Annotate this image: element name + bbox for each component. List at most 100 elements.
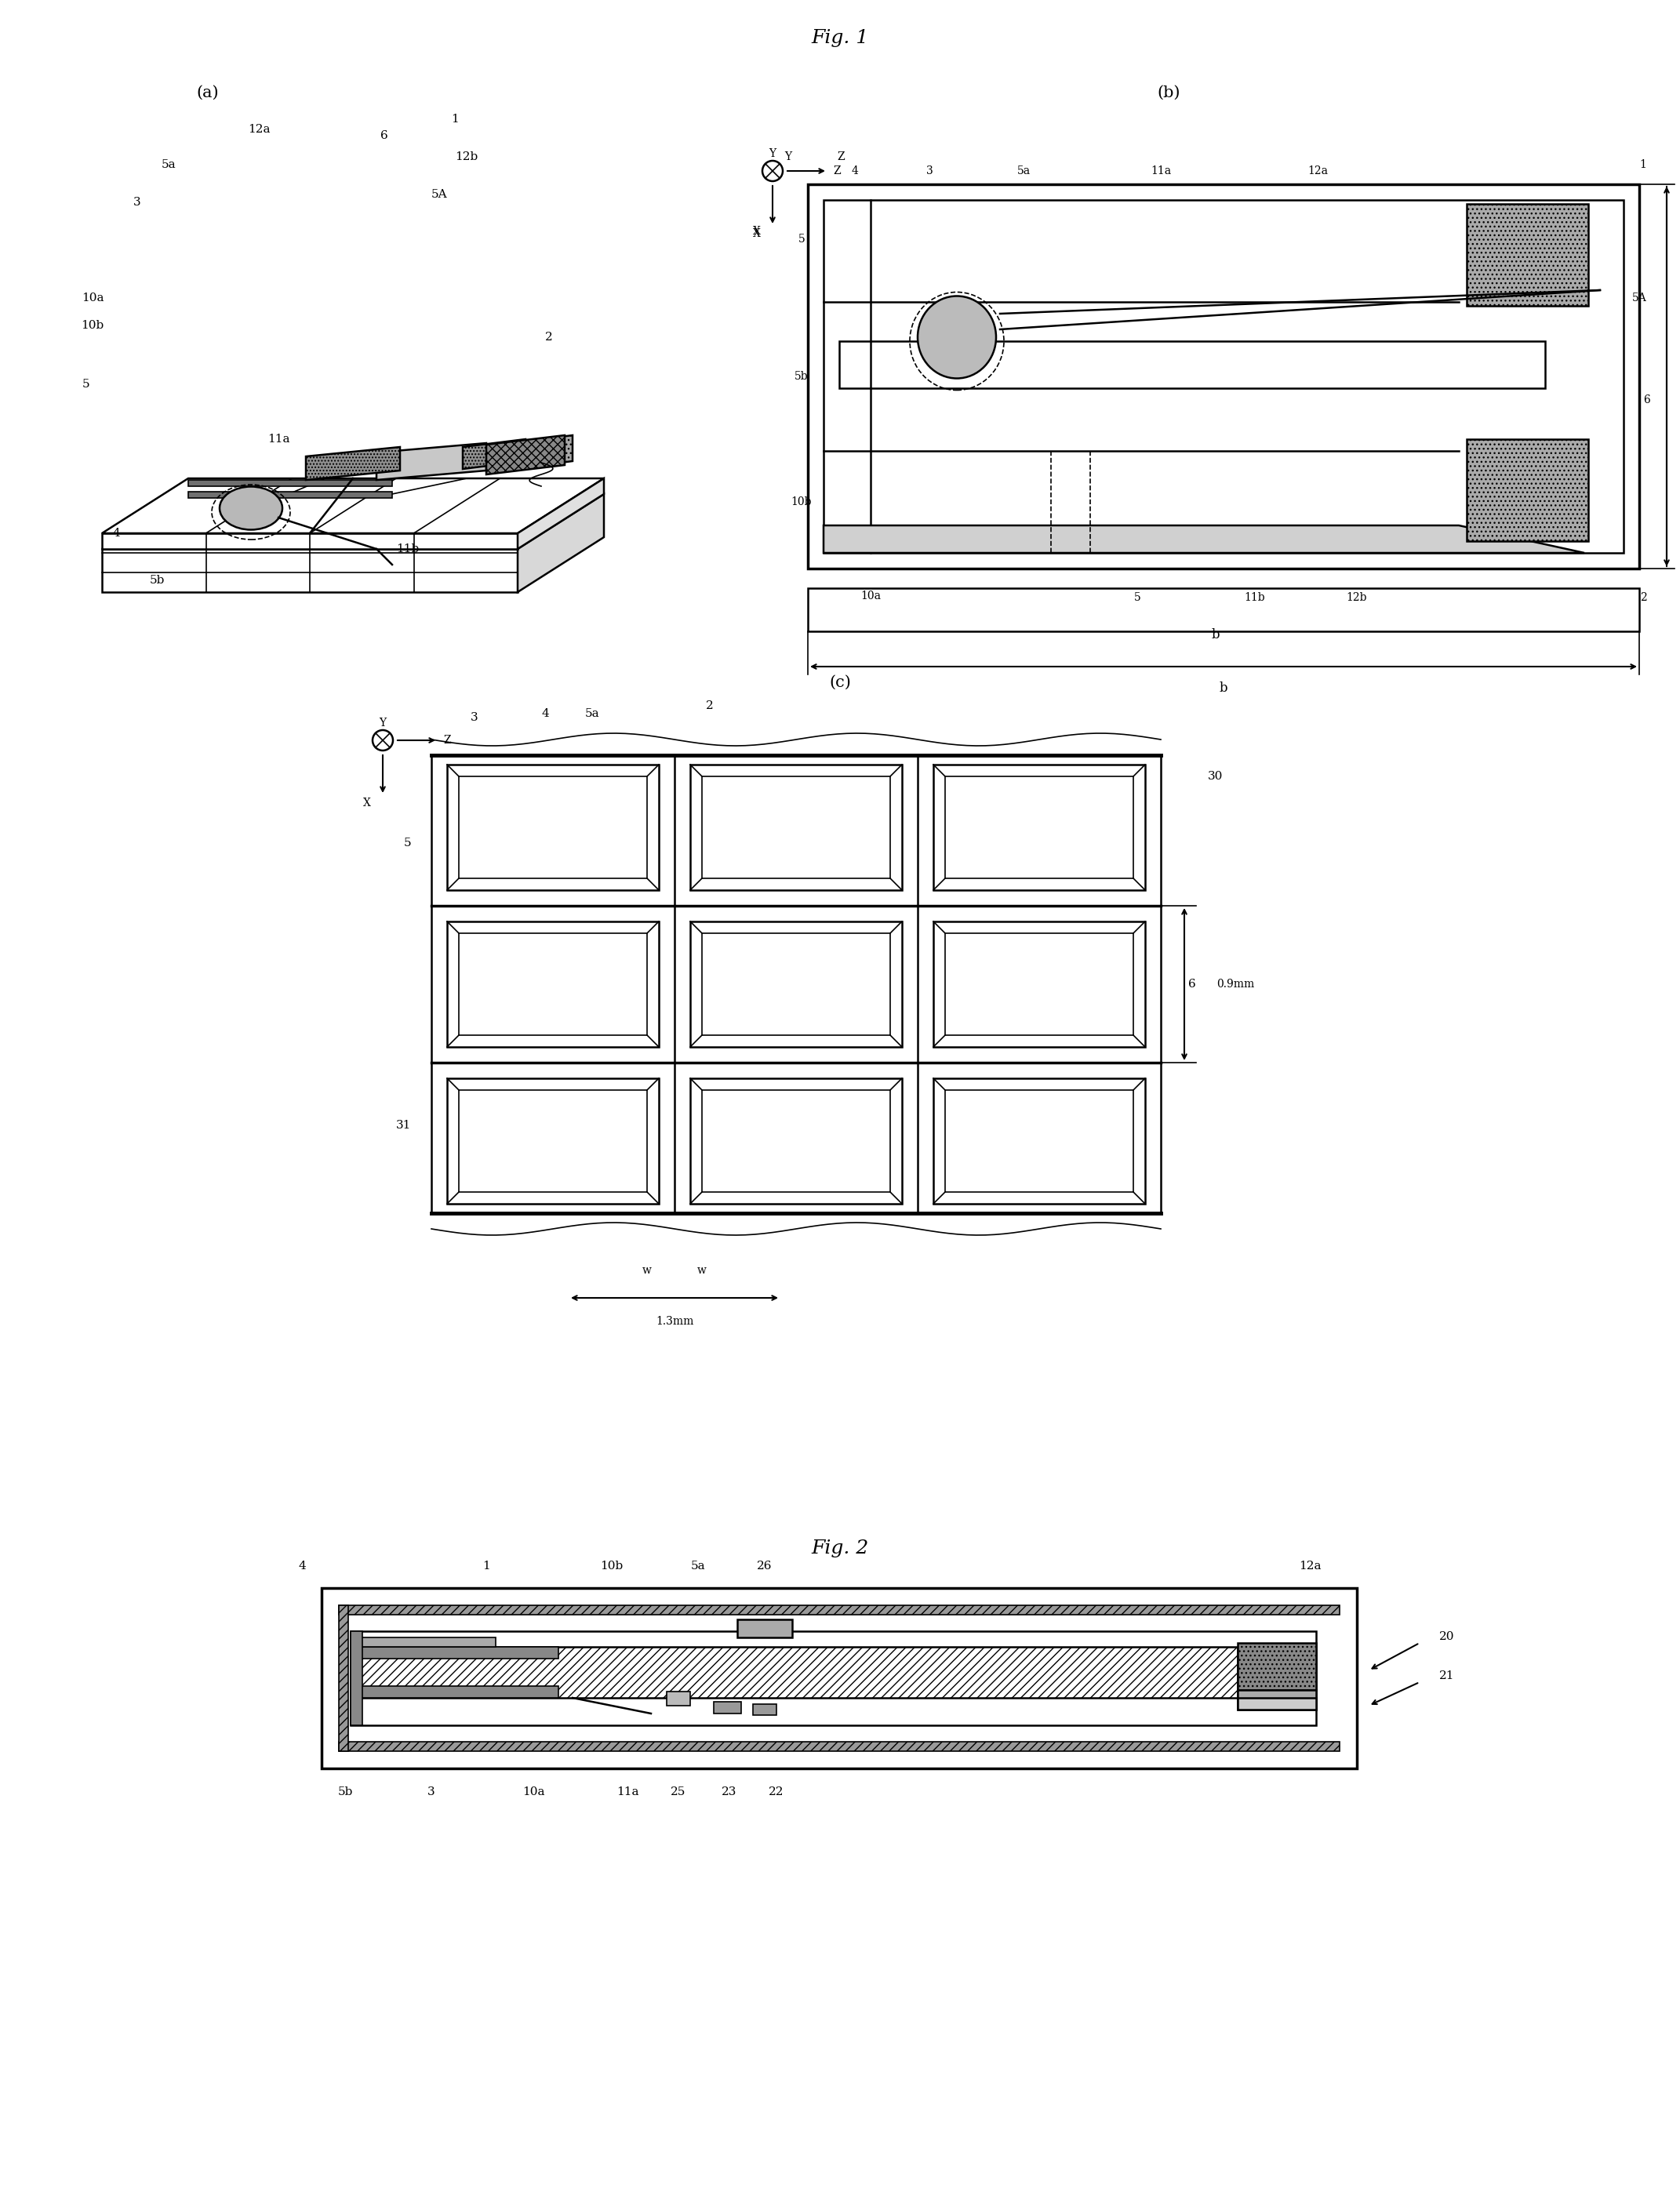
Text: 11b: 11b	[1245, 591, 1265, 602]
Polygon shape	[753, 1703, 776, 1714]
Text: 6: 6	[1188, 979, 1196, 990]
Text: 5a: 5a	[690, 1560, 706, 1571]
Polygon shape	[946, 933, 1134, 1035]
Polygon shape	[840, 342, 1546, 388]
Polygon shape	[702, 933, 890, 1035]
Text: (a): (a)	[197, 86, 218, 99]
Text: Fig. 2: Fig. 2	[811, 1540, 869, 1557]
Text: 31: 31	[396, 1121, 412, 1132]
Polygon shape	[946, 1090, 1134, 1191]
Text: b: b	[1211, 629, 1220, 642]
Polygon shape	[462, 439, 526, 470]
Text: 12a: 12a	[247, 124, 270, 135]
Text: 2: 2	[706, 699, 714, 710]
Polygon shape	[714, 1701, 741, 1714]
Text: 1: 1	[482, 1560, 491, 1571]
Polygon shape	[351, 1630, 1315, 1725]
Polygon shape	[517, 494, 603, 591]
Text: 21: 21	[1440, 1670, 1455, 1681]
Text: (c): (c)	[828, 675, 852, 690]
Polygon shape	[517, 479, 603, 549]
Text: 5: 5	[82, 379, 91, 390]
Polygon shape	[447, 765, 659, 889]
Text: 6: 6	[1643, 395, 1650, 406]
Text: 5: 5	[798, 234, 805, 245]
Polygon shape	[946, 777, 1134, 878]
Text: 2: 2	[546, 331, 553, 342]
Text: 4: 4	[852, 165, 858, 176]
Text: 5A: 5A	[432, 190, 447, 201]
Text: 5a: 5a	[585, 708, 600, 719]
Polygon shape	[339, 1606, 1339, 1615]
Text: 12b: 12b	[455, 152, 479, 163]
Polygon shape	[354, 1637, 496, 1648]
Polygon shape	[823, 525, 1584, 554]
Polygon shape	[102, 479, 603, 534]
Text: Z: Z	[444, 735, 450, 746]
Polygon shape	[459, 777, 647, 878]
Polygon shape	[447, 1079, 659, 1204]
Text: 5: 5	[405, 838, 412, 849]
Polygon shape	[702, 777, 890, 878]
Text: 22: 22	[769, 1787, 785, 1798]
Text: X: X	[753, 227, 761, 238]
Polygon shape	[459, 933, 647, 1035]
Polygon shape	[339, 1743, 1339, 1752]
Polygon shape	[702, 1090, 890, 1191]
Text: 5b: 5b	[150, 576, 165, 587]
Polygon shape	[339, 1606, 348, 1752]
Text: 11a: 11a	[617, 1787, 638, 1798]
Polygon shape	[738, 1619, 793, 1637]
Text: 4: 4	[113, 527, 119, 538]
Polygon shape	[934, 765, 1146, 889]
Text: 4: 4	[541, 708, 549, 719]
Polygon shape	[102, 534, 517, 549]
Text: 1: 1	[450, 115, 459, 126]
Text: 3: 3	[926, 165, 932, 176]
Text: 5a: 5a	[161, 159, 176, 170]
Text: Y: Y	[769, 148, 776, 159]
Polygon shape	[1238, 1699, 1315, 1710]
Ellipse shape	[917, 296, 996, 379]
Text: Z: Z	[833, 165, 840, 176]
Polygon shape	[354, 1648, 558, 1659]
Polygon shape	[690, 922, 902, 1048]
Polygon shape	[1238, 1643, 1315, 1690]
Polygon shape	[1238, 1690, 1315, 1710]
Text: w: w	[697, 1264, 707, 1275]
Text: Z: Z	[837, 152, 845, 163]
Text: b: b	[1220, 682, 1228, 695]
Text: 12b: 12b	[1346, 591, 1368, 602]
Text: 4: 4	[297, 1560, 306, 1571]
Circle shape	[763, 161, 783, 181]
Text: 0.9mm: 0.9mm	[1216, 979, 1255, 990]
Text: Fig. 1: Fig. 1	[811, 29, 869, 46]
Text: 10a: 10a	[81, 293, 104, 304]
Polygon shape	[502, 435, 573, 470]
Text: X: X	[363, 799, 371, 810]
Polygon shape	[934, 1079, 1146, 1204]
Text: 11b: 11b	[396, 543, 420, 554]
Polygon shape	[667, 1692, 690, 1705]
Text: 10b: 10b	[81, 320, 104, 331]
Polygon shape	[447, 922, 659, 1048]
Text: 1: 1	[1640, 159, 1646, 170]
Text: 3: 3	[470, 713, 479, 724]
Polygon shape	[351, 1630, 363, 1725]
Text: 2: 2	[1640, 591, 1646, 602]
Text: 5b: 5b	[795, 371, 808, 382]
Text: 11a: 11a	[267, 435, 289, 446]
Text: 11a: 11a	[1151, 165, 1171, 176]
Text: Y: Y	[785, 152, 791, 163]
Text: 12a: 12a	[1299, 1560, 1320, 1571]
Polygon shape	[823, 201, 1623, 554]
Text: 25: 25	[670, 1787, 685, 1798]
Polygon shape	[690, 765, 902, 889]
Text: 20: 20	[1440, 1630, 1455, 1641]
Text: 10a: 10a	[522, 1787, 544, 1798]
Polygon shape	[459, 1090, 647, 1191]
Text: 10b: 10b	[791, 496, 811, 507]
Text: (b): (b)	[1158, 86, 1179, 99]
Text: Y: Y	[380, 717, 386, 728]
Text: 5a: 5a	[1016, 165, 1030, 176]
